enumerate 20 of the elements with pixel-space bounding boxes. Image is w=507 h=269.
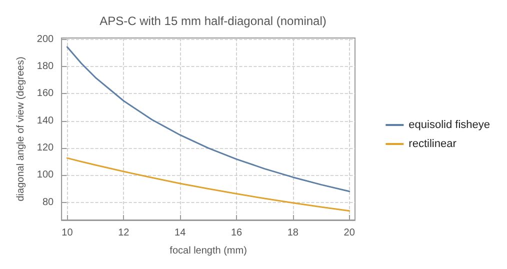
x-tick-label: 18: [287, 228, 299, 238]
legend-label: rectilinear: [408, 138, 457, 150]
line-series: [66, 157, 350, 212]
y-tick-label: 160: [36, 88, 54, 100]
y-axis-title: diagonal angle of view (degrees): [16, 56, 26, 202]
y-tick-label: 80: [42, 196, 54, 208]
y-tick-label: 180: [36, 61, 54, 72]
y-tick-label: 140: [36, 115, 54, 126]
x-tick-label: 20: [344, 228, 356, 238]
x-tick-label: 12: [118, 228, 130, 238]
x-tick-label: 10: [62, 228, 74, 238]
line-series: [66, 46, 350, 192]
y-tick-label: 120: [36, 142, 54, 154]
y-tick-label: 200: [36, 34, 54, 45]
x-tick-label: 14: [174, 228, 186, 238]
x-axis-title: focal length (mm): [170, 246, 247, 256]
legend-label: equisolid fisheye: [408, 119, 490, 131]
chart-title: APS-C with 15 mm half-diagonal (nominal): [100, 14, 326, 28]
x-tick-label: 16: [230, 228, 243, 238]
y-tick-label: 100: [36, 170, 54, 181]
